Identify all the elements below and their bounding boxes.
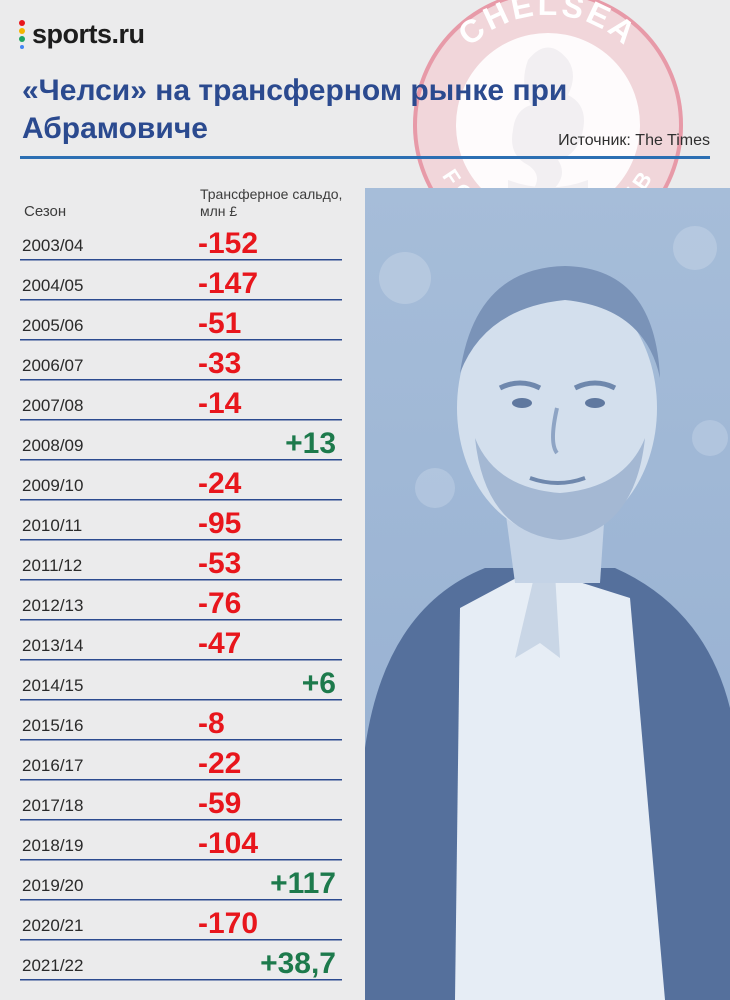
logo-text: sports.ru [32, 18, 145, 49]
logo-dots-icon [19, 20, 25, 49]
season-label: 2007/08 [22, 396, 83, 415]
source-note: Источник: The Times [558, 132, 710, 149]
balance-value: +6 [302, 667, 336, 700]
season-label: 2011/12 [22, 556, 82, 575]
season-label: 2010/11 [22, 516, 82, 535]
row-divider [20, 259, 342, 261]
balance-value: -33 [198, 347, 241, 380]
season-label: 2015/16 [22, 716, 83, 735]
balance-value: -104 [198, 827, 258, 860]
season-label: 2017/18 [22, 796, 83, 815]
row-divider [20, 499, 342, 501]
balance-value: +38,7 [260, 947, 336, 980]
title-divider [20, 156, 710, 159]
balance-value: -95 [198, 507, 241, 540]
season-label: 2014/15 [22, 676, 83, 695]
row-divider [20, 899, 342, 901]
page-title: «Челси» на трансферном рынке при Абрамов… [22, 74, 568, 145]
row-divider [20, 779, 342, 781]
row-divider [20, 739, 342, 741]
balance-value: -14 [198, 387, 242, 420]
row-divider [20, 819, 342, 821]
portrait-photo [365, 188, 730, 1000]
row-divider [20, 579, 342, 581]
balance-value: -76 [198, 587, 241, 620]
balance-value: -47 [198, 627, 241, 660]
season-label: 2013/14 [22, 636, 83, 655]
balance-value: -59 [198, 787, 241, 820]
row-divider [20, 299, 342, 301]
balance-value: -53 [198, 547, 241, 580]
season-label: 2019/20 [22, 876, 83, 895]
row-divider [20, 939, 342, 941]
season-column-header: Сезон [24, 203, 67, 220]
season-label: 2018/19 [22, 836, 83, 855]
balance-value: -8 [198, 707, 225, 740]
season-label: 2006/07 [22, 356, 83, 375]
row-divider [20, 699, 342, 701]
season-label: 2012/13 [22, 596, 83, 615]
row-divider [20, 379, 342, 381]
row-divider [20, 339, 342, 341]
row-divider [20, 539, 342, 541]
balance-value: -170 [198, 907, 258, 940]
balance-value: -51 [198, 307, 241, 340]
balance-value: -147 [198, 267, 258, 300]
row-divider [20, 619, 342, 621]
season-label: 2004/05 [22, 276, 83, 295]
balance-value: +13 [285, 427, 336, 460]
season-label: 2021/22 [22, 956, 83, 975]
season-label: 2020/21 [22, 916, 83, 935]
season-label: 2008/09 [22, 436, 83, 455]
season-label: 2003/04 [22, 236, 83, 255]
season-label: 2009/10 [22, 476, 83, 495]
balance-value: -152 [198, 227, 258, 260]
row-divider [20, 459, 342, 461]
row-divider [20, 659, 342, 661]
value-column-header: Трансферное сальдо, млн £ [200, 186, 343, 219]
season-label: 2016/17 [22, 756, 83, 775]
balance-value: -22 [198, 747, 241, 780]
row-divider [20, 979, 342, 981]
season-label: 2005/06 [22, 316, 83, 335]
balance-value: -24 [198, 467, 242, 500]
sports-ru-logo: sports.ru [18, 16, 145, 52]
row-divider [20, 419, 342, 421]
row-divider [20, 859, 342, 861]
balance-value: +117 [270, 867, 336, 900]
